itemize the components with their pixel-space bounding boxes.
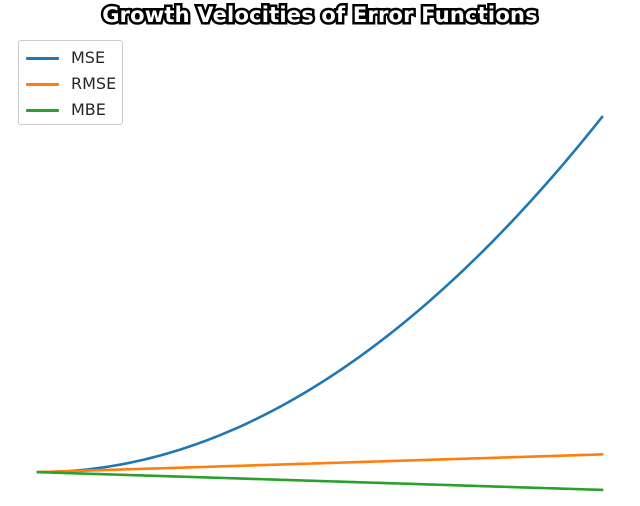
legend-item-rmse: RMSE [19,74,124,94]
series-line-mbe [36,470,604,492]
legend-swatch-mbe [26,109,59,112]
legend-swatch-mse [26,57,59,60]
legend-swatch-rmse [26,83,59,86]
legend-label-mse: MSE [71,48,106,67]
legend: MSE RMSE MBE [18,40,123,125]
series-line-rmse [36,453,604,474]
legend-item-mbe: MBE [19,100,124,120]
series-line-mse [36,115,604,474]
legend-item-mse: MSE [19,48,124,68]
legend-label-rmse: RMSE [71,74,117,93]
chart-title: Growth Velocities of Error Functions [100,1,540,30]
legend-label-mbe: MBE [71,100,106,119]
